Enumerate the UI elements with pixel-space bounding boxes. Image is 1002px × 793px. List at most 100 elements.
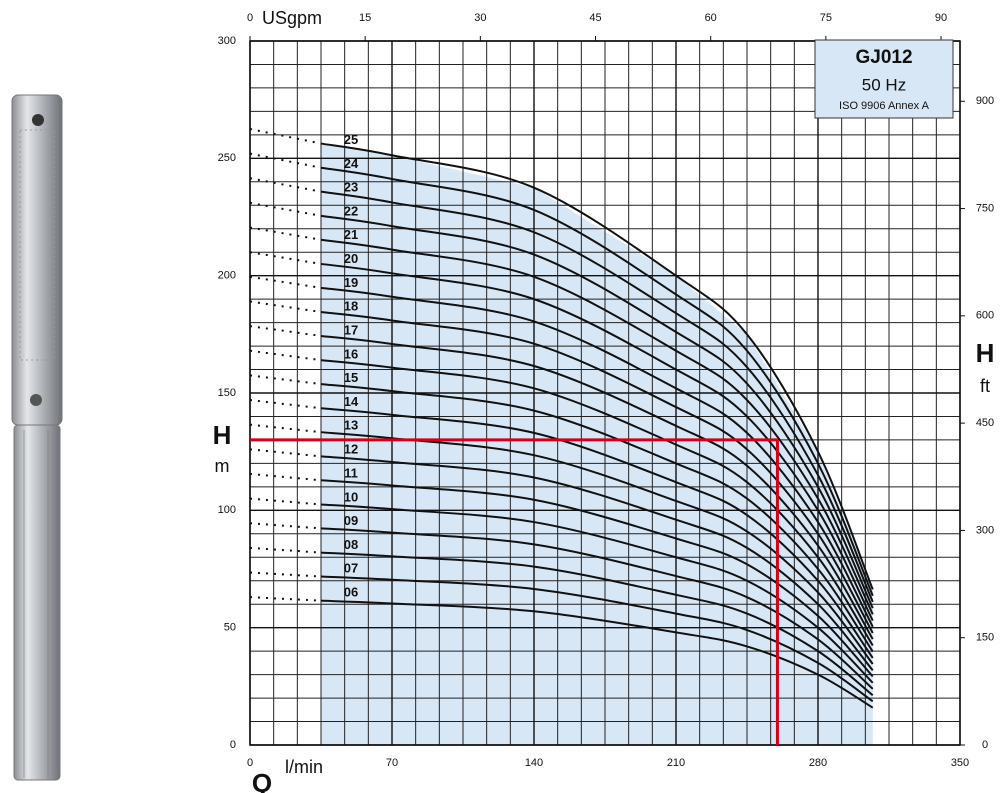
x-axis-unit: l/min	[285, 757, 323, 777]
curve-label: 09	[344, 513, 358, 528]
plot-frame	[249, 40, 961, 746]
curve	[320, 455, 874, 672]
x2-tick-label: 30	[474, 12, 486, 24]
curve-label: 19	[344, 275, 358, 290]
curve-dotted	[249, 251, 322, 265]
pump-image	[11, 94, 63, 781]
y2-tick-label: 0	[982, 739, 988, 751]
operating-area	[321, 143, 873, 746]
curve	[320, 142, 874, 590]
y2-tick-label: 150	[976, 632, 994, 644]
curve	[320, 286, 874, 628]
curve-label: 23	[344, 179, 358, 194]
curve	[320, 575, 874, 703]
curve-label: 10	[344, 489, 358, 504]
curve	[320, 238, 874, 615]
x-tick-label: 140	[525, 757, 543, 769]
curve	[320, 407, 874, 659]
curve-label: 22	[344, 203, 358, 218]
curve-dotted	[249, 472, 322, 482]
curve-label: 07	[344, 561, 358, 576]
curve-label: 24	[344, 156, 359, 171]
curve-dotted	[249, 128, 322, 145]
y-tick-label: 0	[230, 739, 236, 751]
curve	[320, 334, 874, 640]
curve-dotted	[249, 177, 322, 193]
curve-dotted	[249, 275, 322, 289]
x-tick-label: 210	[667, 757, 685, 769]
x2-tick-label: 0	[247, 12, 253, 24]
y2-axis-symbol: H	[976, 338, 995, 368]
curve	[320, 479, 874, 678]
curve-dotted	[249, 497, 322, 506]
x-tick-label: 350	[951, 757, 969, 769]
frequency: 50 Hz	[862, 75, 906, 94]
model-box-bg	[814, 39, 954, 119]
curve-label: 11	[344, 465, 358, 480]
curve-label: 25	[344, 132, 358, 147]
y-tick-label: 50	[224, 622, 236, 634]
curve	[320, 359, 874, 647]
curve-dotted	[249, 349, 322, 362]
x2-tick-label: 60	[705, 12, 717, 24]
curve-dotted	[249, 546, 322, 554]
curve-dotted	[249, 374, 322, 386]
x2-axis-unit: USgpm	[262, 8, 322, 28]
x-axis-symbol: Q	[252, 768, 272, 793]
x-tick-label: 280	[809, 757, 827, 769]
curve	[320, 190, 874, 603]
curve	[320, 262, 874, 622]
y2-tick-label: 600	[976, 310, 994, 322]
standard: ISO 9906 Annex A	[839, 100, 930, 112]
x2-tick-label: 15	[359, 12, 371, 24]
x2-tick-label: 75	[820, 12, 832, 24]
curve	[320, 311, 874, 634]
x2-tick-label: 90	[935, 12, 947, 24]
curve-label: 16	[344, 346, 358, 361]
curve-dotted	[249, 300, 322, 314]
y-tick-label: 200	[218, 270, 236, 282]
model: GJ012	[855, 47, 912, 68]
y2-tick-label: 900	[976, 95, 994, 107]
curve-label: 08	[344, 537, 358, 552]
y2-tick-label: 450	[976, 417, 994, 429]
curve-label: 17	[344, 322, 358, 337]
curve-label: 13	[344, 418, 358, 433]
curve-dotted	[249, 325, 322, 337]
curve	[320, 166, 874, 597]
curve-dotted	[249, 448, 322, 458]
y-tick-label: 300	[218, 35, 236, 47]
curve-label: 14	[344, 394, 359, 409]
y-tick-label: 100	[218, 504, 236, 516]
curve-dotted	[249, 399, 322, 410]
y2-tick-label: 300	[976, 524, 994, 536]
curve-label: 15	[344, 370, 358, 385]
y2-axis-unit: ft	[980, 376, 990, 396]
curve-dotted	[249, 226, 322, 241]
curve-dotted	[249, 423, 322, 434]
model-box: GJ012 50 Hz ISO 9906 Annex A	[814, 39, 954, 119]
curve-label: 06	[344, 585, 358, 600]
curve-dotted	[249, 522, 322, 530]
y-axis-symbol: H	[213, 420, 232, 450]
curve-dotted	[249, 152, 322, 169]
curve	[320, 551, 874, 697]
x2-tick-label: 45	[589, 12, 601, 24]
curve-label: 18	[344, 299, 358, 314]
y-tick-label: 250	[218, 152, 236, 164]
curve-label: 20	[344, 251, 358, 266]
curve	[320, 214, 874, 609]
curve	[320, 503, 874, 684]
y2-tick-label: 750	[976, 202, 994, 214]
curve	[320, 383, 874, 653]
y-axis-unit: m	[215, 456, 230, 476]
curve-dotted	[249, 596, 322, 602]
y-tick-label: 150	[218, 387, 236, 399]
curve-dotted	[249, 571, 322, 578]
x-tick-label: 70	[386, 757, 398, 769]
curve	[320, 527, 874, 690]
x-tick-label: 0	[247, 757, 253, 769]
curve	[320, 599, 874, 709]
curve-label: 12	[344, 442, 358, 457]
